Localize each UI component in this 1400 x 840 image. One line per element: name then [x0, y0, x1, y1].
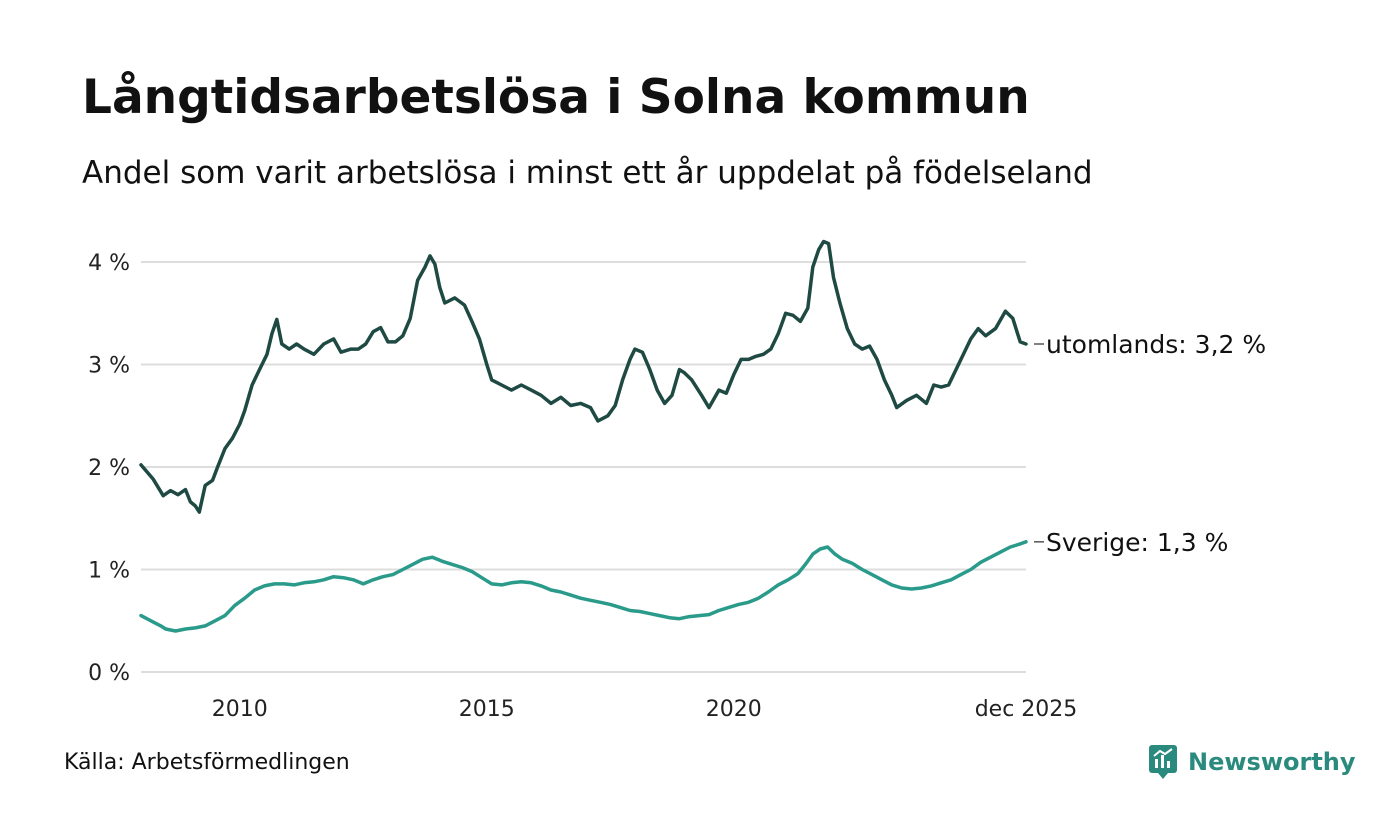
y-tick-label: 1 %: [88, 559, 130, 584]
y-tick-label: 4 %: [88, 251, 130, 276]
series-line-utomlands: [139, 239, 1028, 514]
source-note: Källa: Arbetsförmedlingen: [64, 750, 350, 775]
newsworthy-logo-icon: [1149, 745, 1177, 779]
y-axis-ticks: 0 % 1 % 2 % 3 % 4 %: [88, 251, 130, 686]
y-tick-label: 2 %: [88, 456, 130, 481]
x-tick-label: 2020: [706, 697, 762, 722]
x-tick-label: 2015: [459, 697, 515, 722]
chart-subtitle: Andel som varit arbetslösa i minst ett å…: [82, 155, 1093, 191]
series-line-sverige: [139, 540, 1028, 633]
brand-name: Newsworthy: [1188, 748, 1356, 776]
y-tick-label: 0 %: [88, 661, 130, 686]
end-label-utomlands: utomlands: 3,2 %: [1046, 330, 1266, 359]
series-end-labels: utomlands: 3,2 % Sverige: 1,3 %: [1034, 330, 1266, 557]
end-label-sverige: Sverige: 1,3 %: [1046, 528, 1228, 557]
x-axis-ticks: 2010 2015 2020 dec 2025: [212, 697, 1078, 722]
brand-logo[interactable]: Newsworthy: [1148, 744, 1356, 780]
x-tick-label: dec 2025: [975, 697, 1078, 722]
chart-title: Långtidsarbetslösa i Solna kommun: [82, 70, 1030, 125]
y-tick-label: 3 %: [88, 354, 130, 379]
x-tick-label: 2010: [212, 697, 268, 722]
series-lines: [139, 239, 1028, 633]
